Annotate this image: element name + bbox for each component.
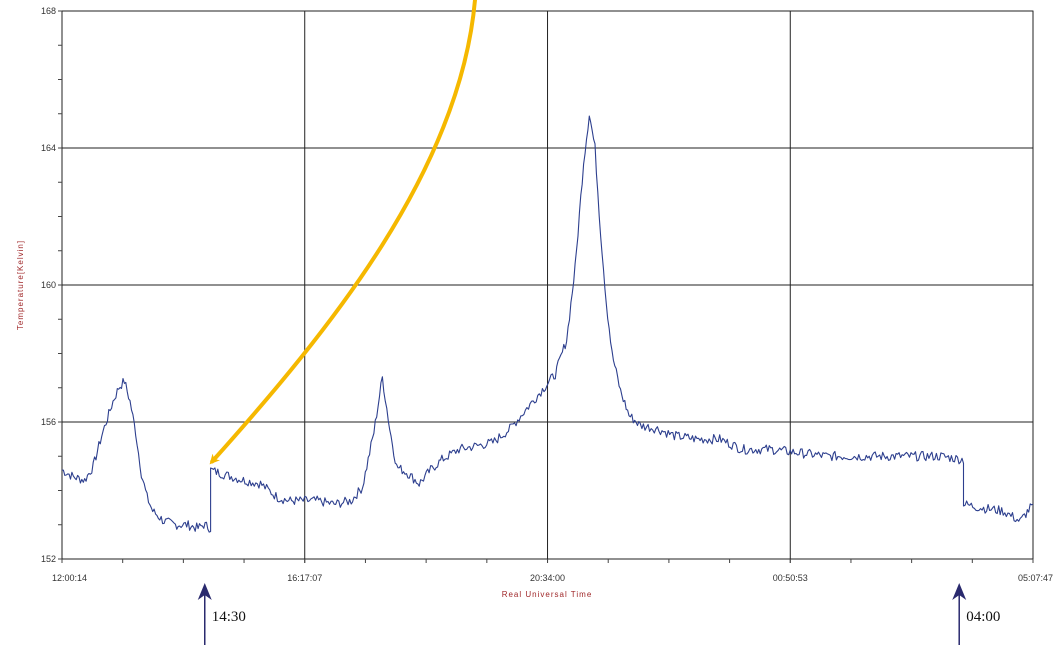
y-tick-labels: 152 156 160 164 168 — [41, 6, 56, 564]
y-axis-title: Temperature[Kelvin] — [16, 240, 25, 330]
y-tick-label: 160 — [41, 280, 56, 290]
temperature-series-line — [61, 115, 1034, 533]
x-axis-title: Real Universal Time — [502, 590, 593, 599]
y-tick-label: 156 — [41, 417, 56, 427]
orange-callout-arrow — [209, 0, 477, 465]
marker-1430-arrowhead — [197, 583, 212, 600]
x-tick-label: 12:00:14 — [52, 573, 87, 583]
minor-ticks — [58, 10, 1034, 563]
marker-1430-label: 14:30 — [212, 609, 246, 625]
time-marker-1430: 14:30 — [197, 583, 246, 645]
x-tick-label: 05:07:47 — [1018, 573, 1053, 583]
marker-0400-arrowhead — [952, 583, 967, 600]
x-tick-label: 16:17:07 — [287, 573, 322, 583]
time-marker-0400: 04:00 — [952, 583, 1000, 645]
x-tick-labels: 12:00:14 16:17:07 20:34:00 00:50:53 05:07:47 — [52, 573, 1053, 583]
y-tick-label: 152 — [41, 554, 56, 564]
y-tick-label: 164 — [41, 143, 56, 153]
y-tick-label: 168 — [41, 6, 56, 16]
x-tick-label: 20:34:00 — [530, 573, 565, 583]
x-tick-label: 00:50:53 — [773, 573, 808, 583]
marker-0400-label: 04:00 — [966, 609, 1000, 625]
